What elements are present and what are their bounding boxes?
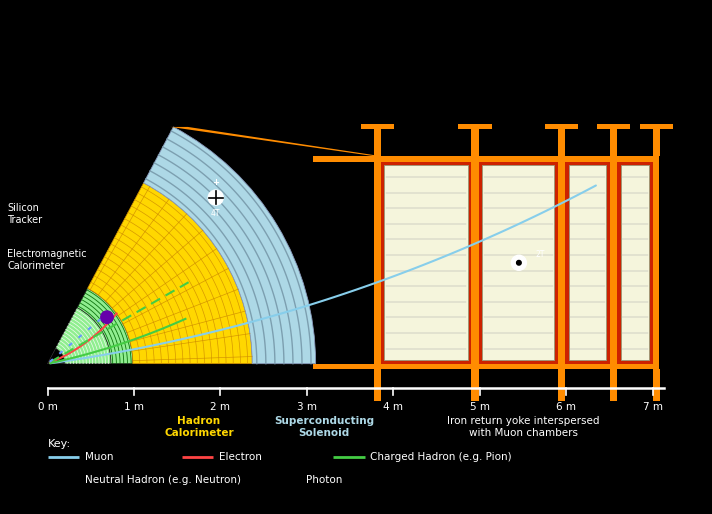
Text: 4T: 4T	[211, 209, 221, 218]
Wedge shape	[56, 308, 111, 364]
Wedge shape	[48, 348, 65, 364]
Bar	[471, 124, 478, 156]
Bar	[597, 124, 630, 129]
Bar	[374, 364, 659, 369]
Circle shape	[517, 261, 521, 265]
Text: Iron return yoke interspersed
with Muon chambers: Iron return yoke interspersed with Muon …	[447, 415, 600, 438]
Text: 0 m: 0 m	[38, 402, 58, 412]
Bar	[374, 156, 659, 162]
Bar	[471, 162, 478, 364]
Bar	[653, 162, 659, 364]
Bar	[609, 162, 617, 364]
Wedge shape	[144, 127, 315, 364]
Wedge shape	[78, 288, 133, 364]
Bar	[384, 166, 468, 360]
Text: Key:: Key:	[48, 438, 70, 449]
Bar	[557, 124, 565, 156]
Text: +: +	[212, 178, 219, 187]
Bar	[557, 162, 565, 364]
Bar	[609, 369, 617, 400]
Text: Electron: Electron	[219, 452, 262, 462]
Bar	[374, 162, 380, 364]
Bar	[459, 124, 492, 129]
Bar	[482, 166, 555, 360]
Text: Electromagnetic
Calorimeter: Electromagnetic Calorimeter	[7, 249, 87, 271]
Text: 4 m: 4 m	[384, 402, 404, 412]
Text: 7 m: 7 m	[643, 402, 663, 412]
Circle shape	[511, 255, 526, 270]
Bar	[360, 124, 394, 129]
Bar	[640, 124, 674, 129]
Bar	[557, 369, 565, 400]
Bar	[313, 364, 380, 369]
Polygon shape	[170, 127, 380, 156]
Circle shape	[100, 310, 114, 324]
Bar	[653, 124, 661, 156]
Bar	[609, 124, 617, 156]
Text: Charged Hadron (e.g. Pion): Charged Hadron (e.g. Pion)	[370, 452, 512, 462]
Wedge shape	[88, 183, 252, 364]
Text: Superconducting
Solenoid: Superconducting Solenoid	[274, 415, 375, 438]
Bar	[374, 369, 381, 400]
Text: Photon: Photon	[305, 475, 342, 485]
Bar	[621, 166, 649, 360]
Text: Silicon
Tracker: Silicon Tracker	[7, 203, 42, 225]
Polygon shape	[313, 364, 380, 369]
Text: 6 m: 6 m	[557, 402, 577, 412]
Text: 3 m: 3 m	[297, 402, 317, 412]
Text: 5 m: 5 m	[470, 402, 490, 412]
Text: 1 m: 1 m	[124, 402, 144, 412]
Circle shape	[208, 190, 224, 205]
Bar	[380, 162, 653, 364]
Bar	[569, 166, 606, 360]
Bar	[313, 156, 380, 162]
Bar	[374, 124, 381, 156]
Text: Hadron
Calorimeter: Hadron Calorimeter	[164, 415, 234, 438]
Bar	[545, 124, 578, 129]
Text: 2T: 2T	[535, 250, 545, 259]
Text: 2 m: 2 m	[211, 402, 231, 412]
Text: Neutral Hadron (e.g. Neutron): Neutral Hadron (e.g. Neutron)	[85, 475, 241, 485]
Text: Muon: Muon	[85, 452, 113, 462]
Bar	[471, 369, 478, 400]
Bar	[653, 369, 661, 400]
